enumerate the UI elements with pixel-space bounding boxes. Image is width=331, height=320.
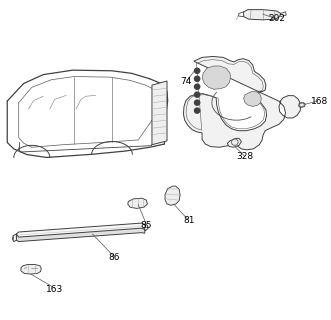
Text: 74: 74: [180, 77, 191, 86]
Text: 328: 328: [236, 152, 253, 161]
Polygon shape: [202, 66, 230, 89]
Circle shape: [195, 108, 200, 113]
Polygon shape: [299, 103, 305, 108]
Polygon shape: [244, 92, 261, 107]
Polygon shape: [244, 10, 281, 20]
Circle shape: [195, 76, 200, 81]
Text: 86: 86: [108, 253, 119, 262]
Text: 202: 202: [269, 14, 286, 23]
Text: 163: 163: [46, 284, 63, 293]
Polygon shape: [21, 265, 41, 274]
Polygon shape: [183, 56, 301, 150]
Text: 168: 168: [311, 97, 329, 106]
Circle shape: [195, 100, 200, 105]
Polygon shape: [17, 223, 145, 239]
Text: 85: 85: [141, 221, 152, 230]
Polygon shape: [128, 198, 147, 208]
Circle shape: [195, 84, 200, 89]
Polygon shape: [227, 138, 241, 147]
Text: 81: 81: [183, 216, 195, 225]
Polygon shape: [152, 81, 167, 145]
Polygon shape: [17, 228, 145, 242]
Circle shape: [195, 68, 200, 73]
Polygon shape: [165, 186, 180, 205]
Circle shape: [195, 92, 200, 97]
